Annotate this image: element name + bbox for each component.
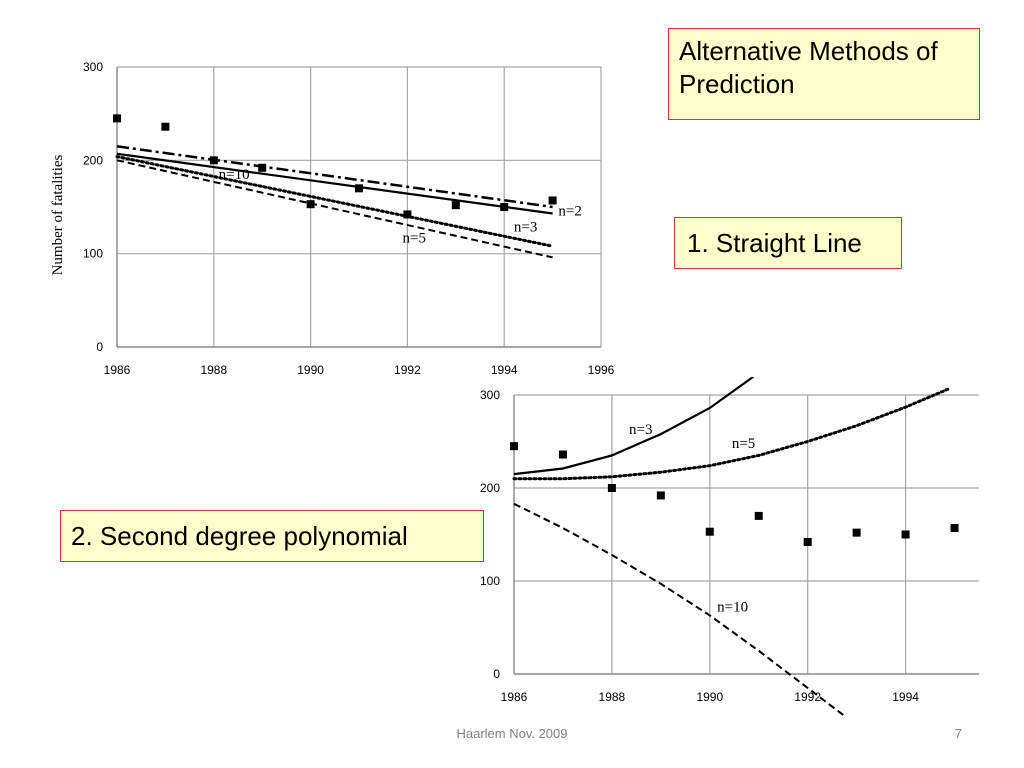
- y-tick-label: 200: [83, 153, 103, 167]
- data-point: [607, 484, 616, 492]
- data-point: [306, 200, 315, 209]
- data-point: [161, 122, 170, 131]
- series-label: n=5: [732, 436, 755, 452]
- series-label: n=10: [717, 600, 748, 616]
- series-line-n-5: [116, 159, 553, 259]
- y-tick-label: 300: [480, 388, 500, 402]
- x-tick-label: 1986: [501, 690, 528, 704]
- data-point: [950, 523, 959, 532]
- footer-text: Haarlem Nov. 2009: [456, 726, 568, 741]
- data-point: [355, 184, 363, 193]
- data-point: [403, 210, 412, 219]
- series-label: n=5: [403, 230, 426, 246]
- x-tick-label: 1988: [200, 363, 227, 377]
- series-line-n-10: [116, 145, 553, 209]
- page-number: 7: [954, 726, 962, 741]
- series-label: n=3: [629, 422, 652, 438]
- data-point: [258, 163, 267, 172]
- y-tick-label: 0: [96, 340, 103, 354]
- slide-title: Alternative Methods of Prediction: [668, 28, 980, 120]
- y-tick-label: 200: [480, 481, 500, 495]
- data-point: [754, 511, 763, 520]
- x-tick-label: 1996: [588, 363, 615, 377]
- x-tick-label: 1986: [104, 363, 131, 377]
- x-tick-label: 1990: [297, 363, 324, 377]
- data-point: [705, 527, 714, 536]
- data-point: [656, 491, 665, 500]
- x-tick-label: 1990: [696, 690, 723, 704]
- x-tick-label: 1992: [794, 690, 821, 704]
- y-axis-title: Number of fatalities: [50, 154, 66, 275]
- method-1-label: 1. Straight Line: [674, 217, 902, 269]
- series-line-n-3: [115, 155, 555, 248]
- data-point: [510, 442, 518, 451]
- y-tick-label: 100: [480, 574, 500, 588]
- data-point: [451, 201, 460, 210]
- y-tick-label: 300: [83, 60, 103, 74]
- data-point: [113, 114, 121, 123]
- data-point: [548, 196, 557, 205]
- series-label: n=3: [514, 219, 537, 235]
- x-tick-label: 1994: [892, 690, 919, 704]
- x-tick-label: 1988: [599, 690, 626, 704]
- method-2-label: 2. Second degree polynomial: [60, 510, 484, 562]
- data-point: [558, 450, 567, 459]
- data-point: [500, 203, 509, 211]
- data-point: [209, 156, 218, 165]
- x-tick-label: 1992: [394, 363, 421, 377]
- series-line-n-2: [116, 152, 553, 215]
- y-tick-label: 0: [493, 667, 500, 681]
- data-point: [803, 537, 812, 546]
- y-tick-label: 100: [83, 247, 103, 261]
- data-point: [852, 528, 861, 537]
- series-line-n-5: [512, 387, 952, 481]
- series-label: n=2: [558, 203, 581, 219]
- x-tick-label: 1994: [491, 363, 518, 377]
- series-line-n-3: [513, 377, 755, 476]
- data-point: [901, 530, 910, 539]
